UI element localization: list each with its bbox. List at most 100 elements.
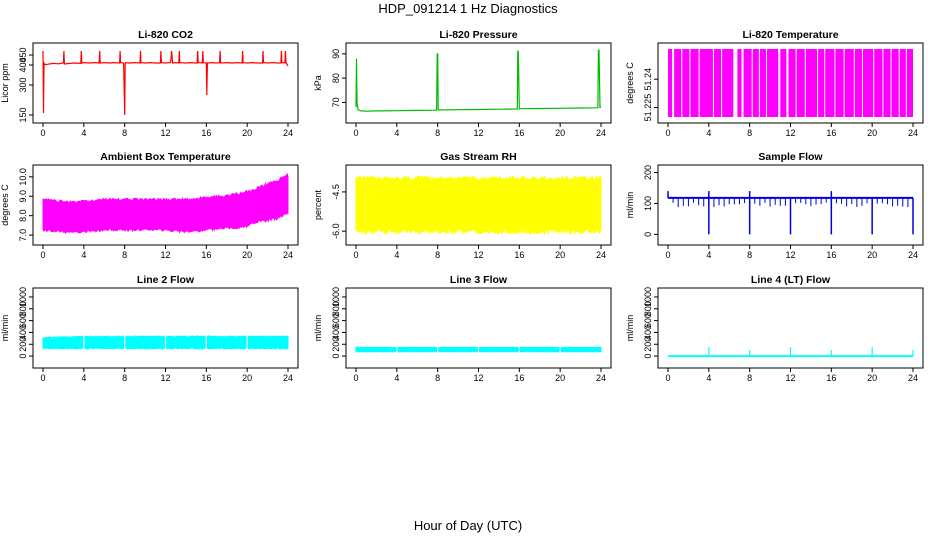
panel-6-ylabel: ml/min (625, 192, 635, 219)
panel-3: Li-820 Temperature degrees C 0 4 8 12 16 20 24 51… (625, 29, 924, 138)
panel-8-ytick-label: 800 (331, 301, 341, 316)
panel-1-ytick-label: 300 (18, 77, 28, 92)
panel-7-frame (32, 287, 299, 369)
panel-2-xtick-label: 12 (473, 128, 483, 138)
panel-3-xtick-label: 8 (747, 128, 752, 138)
panel-3-band (835, 49, 844, 117)
panel-7-xtick-label: 4 (81, 373, 86, 383)
panel-8-title: Line 3 Flow (450, 274, 508, 286)
panel-8-ytick-label: 600 (331, 313, 341, 328)
panel-3-band (906, 49, 913, 117)
panel-2-ylabel: kPa (313, 75, 323, 91)
panel-1-xtick-label: 20 (242, 128, 252, 138)
panel-8-ytick-label: 200 (331, 337, 341, 352)
panel-2-title: Li-820 Pressure (439, 29, 517, 41)
panel-5-ytick-label: -6.0 (331, 223, 341, 239)
panel-9: Line 4 (LT) Flow ml/min 0 4 8 12 16 20 24 0 200400… (625, 274, 924, 383)
panel-3-band (759, 49, 766, 117)
panel-5-ylabel: percent (313, 189, 323, 220)
panel-7-ylabel: ml/min (0, 315, 10, 342)
panel-2-xtick-label: 4 (394, 128, 399, 138)
panel-7-xtick-label: 16 (201, 373, 211, 383)
panel-9-ytick-label: 0 (643, 354, 653, 359)
panel-8: Line 3 Flow ml/min 0 4 8 12 16 20 24 0 20040060080… (313, 274, 612, 383)
panel-3-band (767, 49, 779, 117)
panel-3-band (722, 49, 734, 117)
panel-9-xtick-label: 4 (706, 373, 711, 383)
panel-9-xtick-label: 0 (665, 373, 670, 383)
panel-4-title: Ambient Box Temperature (100, 151, 231, 163)
panel-4-xtick-label: 16 (201, 250, 211, 260)
panel-8-xtick-label: 12 (473, 373, 483, 383)
panel-1-title: Li-820 CO2 (138, 29, 193, 41)
panel-8-xtick-label: 4 (394, 373, 399, 383)
panel-6-xtick-label: 0 (665, 250, 670, 260)
panel-8-ytick-label: 0 (331, 354, 341, 359)
panel-9-ylabel: ml/min (625, 315, 635, 342)
panel-4-xtick-label: 0 (40, 250, 45, 260)
panel-6-ytick-label: 0 (643, 232, 653, 237)
panel-6-xtick-label: 4 (706, 250, 711, 260)
panel-3-band (796, 49, 805, 117)
panel-3-band (674, 49, 682, 117)
panel-7-xtick-label: 12 (160, 373, 170, 383)
panel-7-ytick-label: 600 (18, 313, 28, 328)
panel-4-xtick-label: 8 (122, 250, 127, 260)
panel-2-xtick-label: 16 (514, 128, 524, 138)
panel-9-xtick-label: 20 (867, 373, 877, 383)
panel-9-ytick-label: 600 (643, 313, 653, 328)
x-axis-caption: Hour of Day (UTC) (413, 518, 523, 533)
panel-9-xtick-label: 12 (785, 373, 795, 383)
panel-2-xtick-label: 24 (596, 128, 606, 138)
panel-2-ytick-label: 70 (331, 97, 341, 107)
panel-1-xtick-label: 4 (81, 128, 86, 138)
panel-7-ytick-label: 0 (18, 354, 28, 359)
panel-8-xtick-label: 0 (353, 373, 358, 383)
panel-3-xtick-label: 0 (665, 128, 670, 138)
main-title: HDP_091214 1 Hz Diagnostics (378, 1, 558, 16)
panel-1-frame (32, 42, 299, 124)
panel-3-xtick-label: 20 (867, 128, 877, 138)
panel-3-band (752, 49, 759, 117)
panel-6-xtick-label: 20 (867, 250, 877, 260)
panel-1-xtick-label: 12 (160, 128, 170, 138)
panel-2-xtick-label: 20 (555, 128, 565, 138)
panel-2-ytick-label: 80 (331, 73, 341, 83)
panel-7-xtick-label: 20 (242, 373, 252, 383)
panel-1: Li-820 CO2 Licor ppm 0 4 8 12 16 20 24 150 300 4004… (0, 29, 299, 138)
panel-1-ytick-label: 150 (18, 107, 28, 122)
panel-9-xtick-label: 8 (747, 373, 752, 383)
panel-3-xtick-label: 12 (785, 128, 795, 138)
panel-5-xtick-label: 12 (473, 250, 483, 260)
panel-4-xtick-label: 4 (81, 250, 86, 260)
panel-4-ytick-label: 7.0 (18, 229, 28, 242)
panel-5: Gas Stream RH percent 0 4 8 12 16 20 24 -6.0 -4.5 (313, 151, 612, 260)
panel-2-series-line (355, 49, 602, 112)
panel-3-ylabel: degrees C (625, 62, 635, 104)
panel-4-ytick-label: 10.0 (18, 168, 28, 186)
panel-8-xtick-label: 8 (435, 373, 440, 383)
panel-4-ylabel: degrees C (0, 184, 10, 226)
panel-7-xtick-label: 8 (122, 373, 127, 383)
panel-4: Ambient Box Temperature degrees C 0 4 8 12 16 2… (0, 151, 299, 260)
panel-4-xtick-label: 24 (283, 250, 293, 260)
panel-5-xtick-label: 8 (435, 250, 440, 260)
panel-3-band (682, 49, 690, 117)
panel-7-ytick-label: 1000 (18, 287, 28, 307)
panel-5-xtick-label: 24 (596, 250, 606, 260)
panel-3-band (825, 49, 835, 117)
panel-3-band (788, 49, 796, 117)
panel-8-ytick-label: 1000 (331, 287, 341, 307)
panel-9-ytick-label: 800 (643, 301, 653, 316)
panel-9-ytick-label: 1000 (643, 287, 653, 307)
panel-3-xtick-label: 16 (826, 128, 836, 138)
panel-3-band (690, 49, 699, 117)
panel-8-xtick-label: 16 (514, 373, 524, 383)
panel-6: Sample Flow ml/min 0 4 8 12 16 20 24 0 100 200 (625, 151, 924, 260)
panel-4-xtick-label: 12 (160, 250, 170, 260)
panel-4-ytick-label: 8.0 (18, 209, 28, 222)
panel-3-band (862, 49, 874, 117)
panel-4-ytick-label: 9.0 (18, 190, 28, 203)
panel-9-ytick-label: 400 (643, 325, 653, 340)
